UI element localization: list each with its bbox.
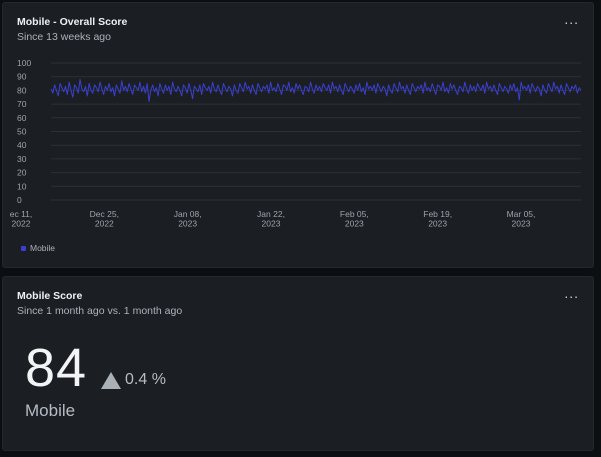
score-change-value: 0.4 % — [125, 371, 166, 388]
score-change: 0.4 % — [101, 371, 166, 389]
y-tick-label: 60 — [17, 113, 27, 123]
x-tick-label: Feb 05, — [340, 209, 369, 219]
widget-title: Mobile Score — [17, 290, 83, 302]
x-tick-label: 2023 — [512, 219, 531, 229]
x-tick-label: ec 11, — [10, 209, 33, 219]
x-tick-label: 2023 — [178, 219, 197, 229]
y-tick-label: 30 — [17, 154, 27, 164]
y-tick-label: 50 — [17, 127, 27, 137]
legend-swatch — [21, 245, 26, 251]
more-horizontal-icon[interactable]: ... — [564, 285, 579, 301]
chart-legend[interactable]: Mobile — [21, 243, 55, 253]
y-tick-label: 70 — [17, 99, 27, 109]
mobile-score-widget: Mobile Score Since 1 month ago vs. 1 mon… — [2, 276, 594, 451]
x-tick-label: 2023 — [345, 219, 364, 229]
score-value: 84 — [25, 338, 88, 398]
x-tick-label: 2022 — [95, 219, 114, 229]
metric-name: Mobile — [25, 401, 76, 420]
y-tick-label: 20 — [17, 168, 27, 178]
triangle-up-icon — [101, 371, 121, 389]
y-tick-label: 80 — [17, 85, 27, 95]
widget-subtitle: Since 1 month ago vs. 1 month ago — [17, 305, 183, 317]
widget-title: Mobile - Overall Score — [17, 16, 128, 28]
x-tick-label: Feb 19, — [423, 209, 452, 219]
y-tick-label: 10 — [17, 181, 27, 191]
y-tick-label: 40 — [17, 140, 27, 150]
widget-subtitle: Since 13 weeks ago — [17, 31, 111, 43]
x-tick-label: 2023 — [428, 219, 447, 229]
legend-label: Mobile — [30, 243, 56, 253]
overall-score-widget: Mobile - Overall Score Since 13 weeks ag… — [2, 2, 594, 268]
more-horizontal-icon[interactable]: ... — [564, 11, 579, 27]
series-line-mobile[interactable] — [50, 78, 582, 102]
y-tick-label: 0 — [17, 195, 22, 205]
y-tick-label: 100 — [17, 58, 31, 68]
x-tick-label: 2022 — [12, 219, 31, 229]
x-tick-label: Jan 22, — [257, 209, 285, 219]
x-tick-label: Dec 25, — [90, 209, 119, 219]
y-tick-label: 90 — [17, 72, 27, 82]
x-tick-label: Jan 08, — [174, 209, 202, 219]
x-tick-label: Mar 05, — [507, 209, 536, 219]
x-tick-label: 2023 — [262, 219, 281, 229]
